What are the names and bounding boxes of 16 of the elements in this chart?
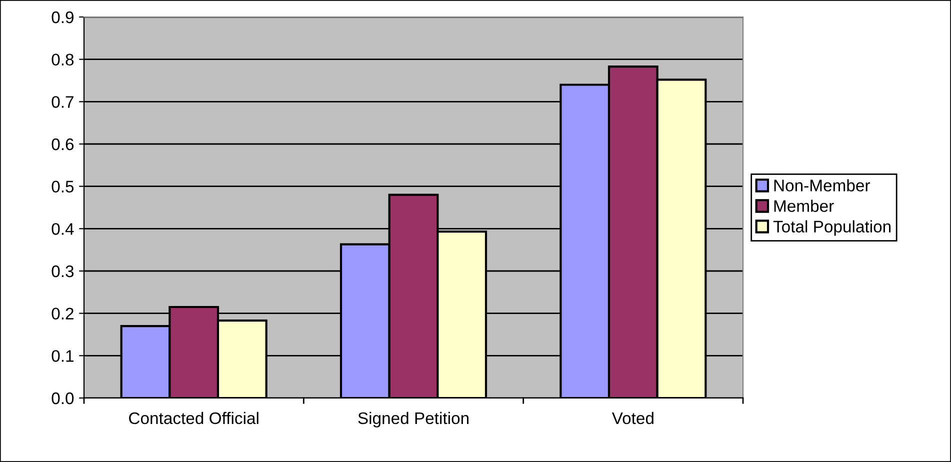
y-tick-label: 0.5 — [52, 180, 74, 193]
x-tick-label: Voted — [612, 412, 654, 424]
legend-label: Non-Member — [774, 179, 870, 192]
y-tick-label: 0.0 — [52, 392, 74, 404]
x-tick-label: Signed Petition — [358, 412, 468, 428]
legend-label: Member — [774, 200, 834, 212]
legend-label: Total Population — [773, 220, 891, 236]
y-tick-label: 0.3 — [52, 265, 74, 278]
y-tick-label: 0.6 — [52, 138, 74, 150]
y-tick-label: 0.8 — [52, 54, 74, 66]
x-tick-label: Contacted Official — [129, 412, 258, 424]
y-tick-label: 0.1 — [52, 350, 74, 362]
y-tick-label: 0.9 — [52, 11, 74, 24]
y-tick-label: 0.4 — [52, 223, 74, 235]
y-tick-label: 0.2 — [52, 308, 74, 320]
y-tick-label: 0.7 — [52, 96, 74, 108]
